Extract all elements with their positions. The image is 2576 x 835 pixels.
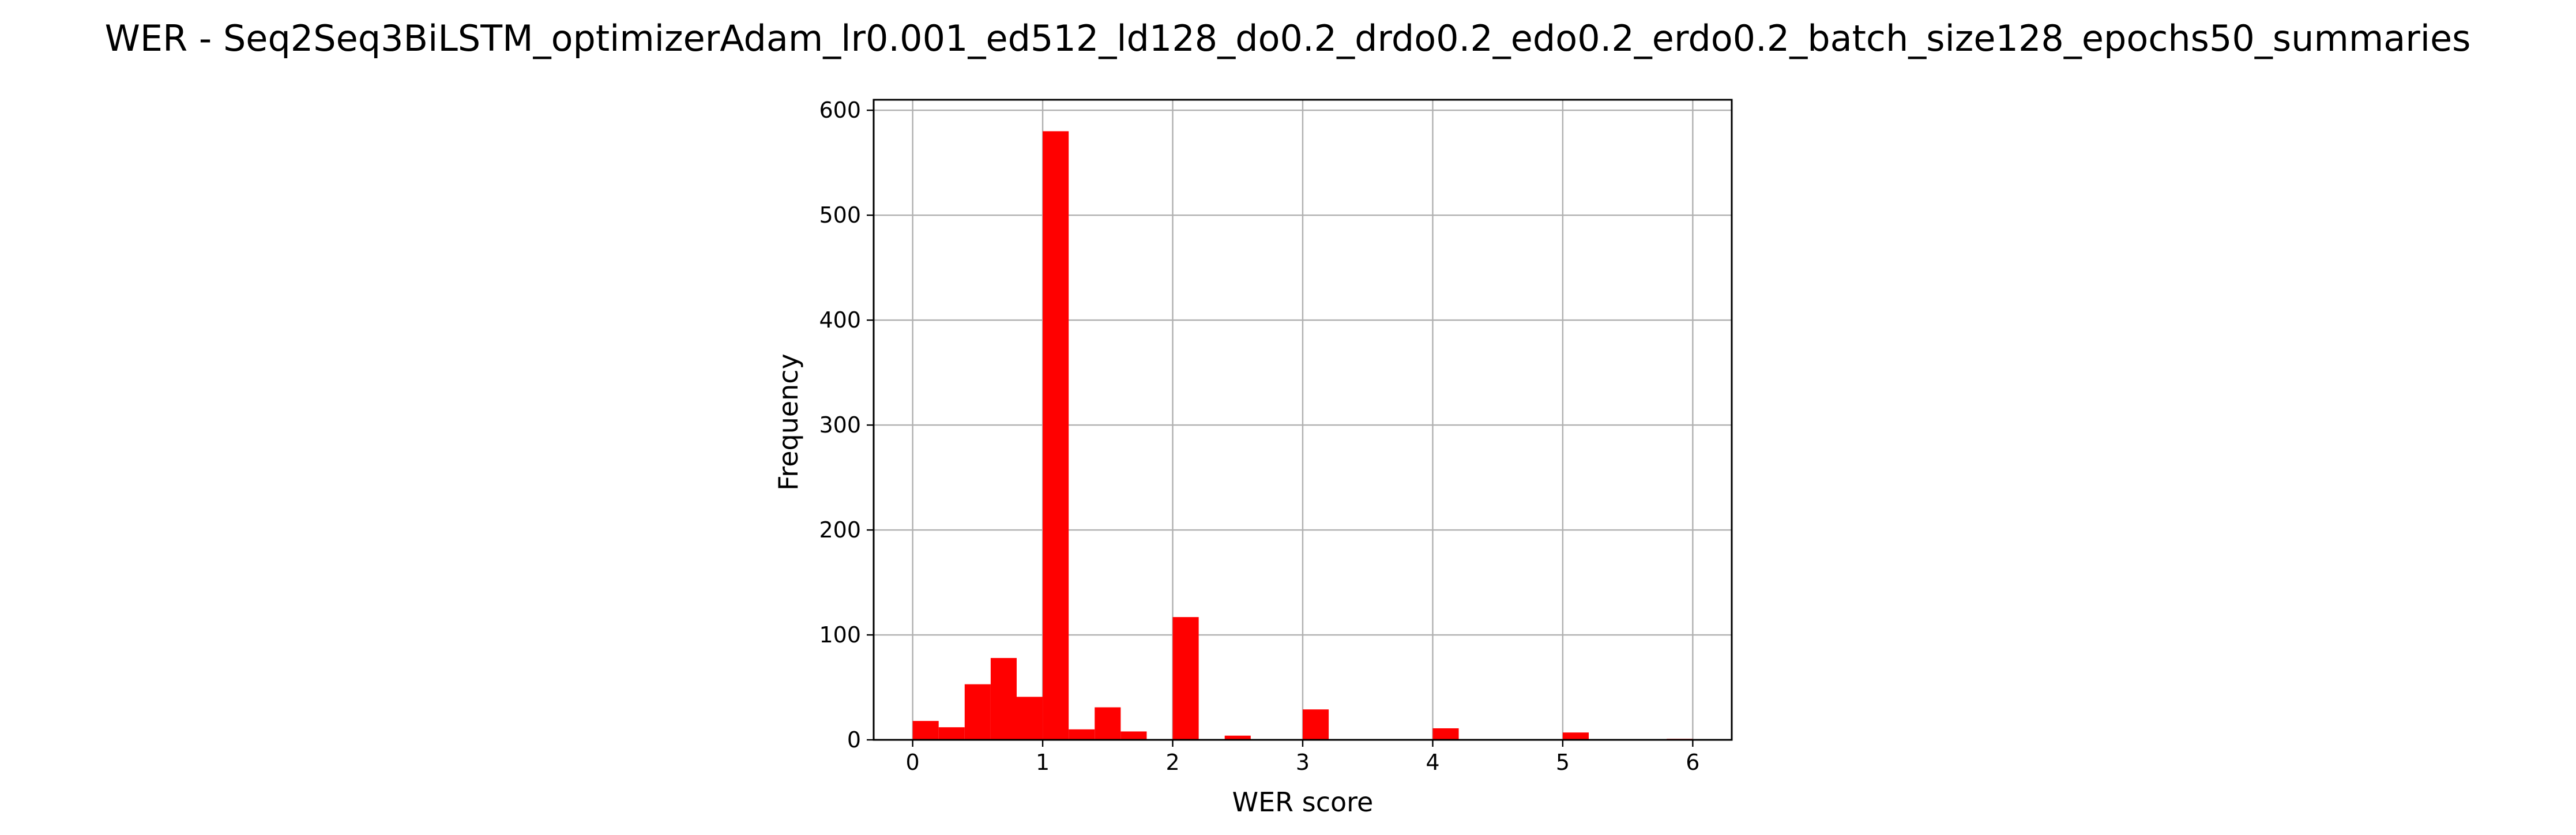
histogram-bar bbox=[1120, 731, 1147, 740]
histogram-bar bbox=[1432, 728, 1459, 740]
histogram-bar bbox=[1224, 735, 1251, 740]
x-tick-label: 5 bbox=[1556, 750, 1570, 775]
x-tick-label: 4 bbox=[1426, 750, 1439, 775]
x-tick-label: 2 bbox=[1165, 750, 1179, 775]
histogram-bar bbox=[912, 721, 939, 740]
y-tick-label: 0 bbox=[847, 727, 861, 753]
histogram-bar bbox=[1303, 709, 1329, 740]
y-tick-label: 600 bbox=[819, 97, 861, 123]
y-tick-label: 300 bbox=[819, 412, 861, 438]
x-tick-label: 0 bbox=[906, 750, 920, 775]
y-axis-ticks: 0 100 200 300 400 500 600 bbox=[819, 97, 874, 753]
x-axis-label: WER score bbox=[1232, 787, 1374, 818]
y-tick-label: 500 bbox=[819, 202, 861, 228]
histogram-bar bbox=[1017, 697, 1043, 740]
y-axis-label: Frequency bbox=[773, 353, 804, 491]
histogram-bar bbox=[1562, 732, 1589, 740]
x-tick-label: 6 bbox=[1686, 750, 1699, 775]
histogram-bars bbox=[912, 131, 1693, 740]
grid-lines bbox=[874, 100, 1732, 741]
chart-title: WER - Seq2Seq3BiLSTM_optimizerAdam_lr0.0… bbox=[105, 17, 2471, 59]
histogram-bar bbox=[990, 658, 1017, 740]
x-tick-label: 1 bbox=[1036, 750, 1050, 775]
y-tick-label: 400 bbox=[819, 307, 861, 333]
histogram-bar bbox=[938, 727, 965, 740]
histogram-bar bbox=[964, 684, 991, 740]
x-axis-ticks: 0 1 2 3 4 5 6 bbox=[906, 740, 1699, 775]
histogram-bar bbox=[1172, 617, 1199, 740]
histogram-bar bbox=[1069, 729, 1095, 740]
histogram-bar bbox=[1095, 707, 1121, 740]
y-tick-label: 100 bbox=[819, 622, 861, 648]
histogram-bar bbox=[1043, 131, 1069, 740]
y-tick-label: 200 bbox=[819, 517, 861, 543]
x-tick-label: 3 bbox=[1296, 750, 1310, 775]
